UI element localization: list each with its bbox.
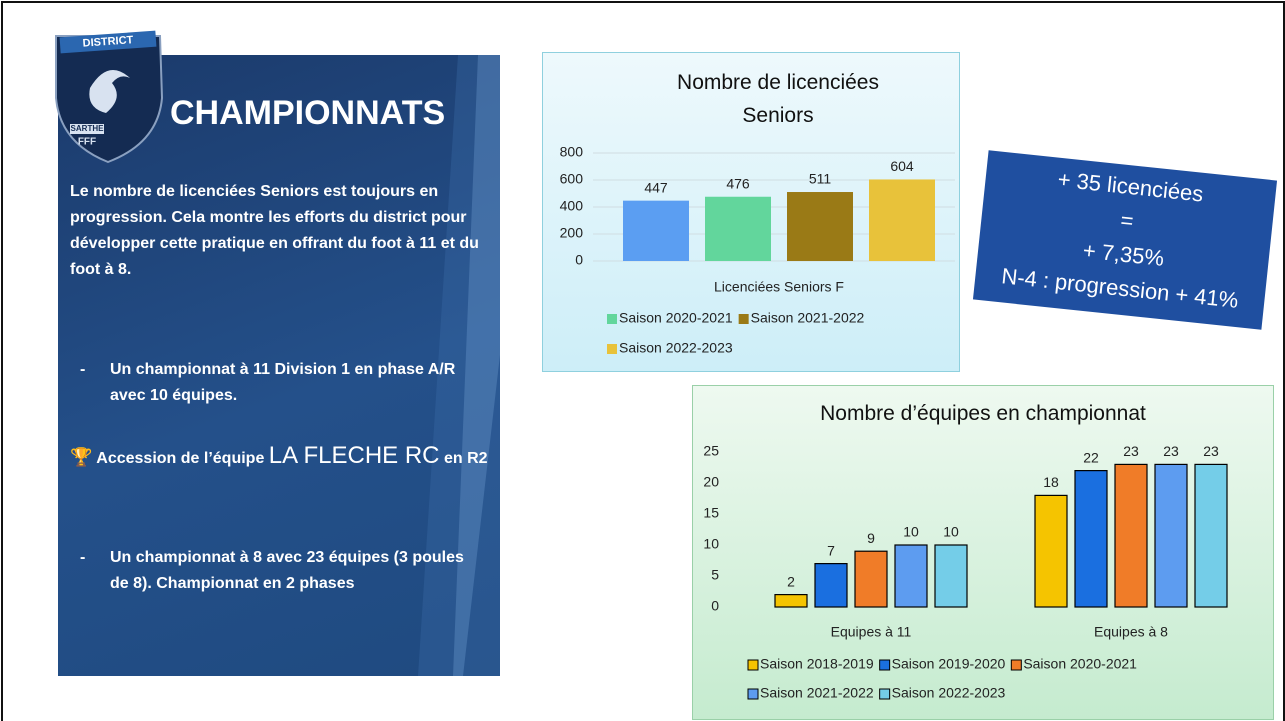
legend-item: Saison 2021-2022 — [738, 310, 865, 326]
bar — [1074, 469, 1108, 608]
y-tick-label: 600 — [560, 171, 584, 187]
logo-top: DISTRICT — [82, 34, 134, 50]
y-tick-label: 0 — [575, 252, 583, 268]
legend-item: Saison 2020-2021 — [1010, 656, 1137, 672]
data-label: 604 — [890, 158, 914, 174]
chart-2: Nombre d’équipes en championnat 0 5 10 15 20… — [692, 385, 1274, 720]
legend-item: Saison 2018-2019 — [747, 656, 874, 672]
chart-title: Nombre d’équipes en championnat — [820, 402, 1146, 425]
bar — [869, 179, 935, 261]
trophy-icon: 🏆 — [70, 447, 93, 467]
bar — [705, 196, 771, 261]
legend-label: Saison 2020-2021 — [619, 310, 733, 326]
y-tick-label: 20 — [703, 474, 719, 490]
legend-item: Saison 2021-2022 — [747, 685, 874, 701]
legend-label: Saison 2021-2022 — [751, 310, 865, 326]
intro: Le nombre de licenciées Seniors est touj… — [70, 183, 479, 278]
data-label: 476 — [726, 175, 750, 191]
data-label: 7 — [827, 542, 835, 558]
bar — [623, 200, 689, 261]
logo-middle: SARTHE — [71, 124, 105, 133]
legend-swatch — [607, 344, 617, 354]
legend-swatch — [738, 314, 749, 324]
data-label: 9 — [867, 530, 875, 546]
legend-label: Saison 2022-2023 — [892, 685, 1006, 701]
data-label: 18 — [1043, 474, 1059, 490]
bar — [854, 550, 888, 608]
data-label: 511 — [809, 171, 832, 187]
bullet-marker: - — [80, 549, 86, 566]
legend-item: Saison 2020-2021 — [607, 310, 733, 326]
bar — [1034, 494, 1068, 608]
y-tick-label: 10 — [703, 536, 719, 552]
data-label: 10 — [943, 524, 959, 540]
bar — [1154, 463, 1188, 608]
callout: + 35 licenciées=+ 7,35%N-4 : progression… — [972, 150, 1278, 330]
x-tick-label: Equipes à 11 — [831, 624, 912, 640]
legend-swatch — [1010, 659, 1022, 671]
y-tick-label: 15 — [703, 505, 719, 521]
legend-label: Saison 2020-2021 — [1023, 656, 1137, 672]
accession: 🏆 Accession de l’équipe LA FLECHE RC en … — [70, 443, 500, 472]
y-tick-label: 0 — [711, 598, 719, 614]
bar — [774, 594, 808, 608]
y-tick-label: 400 — [560, 198, 584, 214]
data-label: 10 — [903, 524, 919, 540]
left-panel: CHAMPIONNATS Le nombre de licenciées Sen… — [58, 55, 500, 676]
data-label: 23 — [1203, 443, 1219, 459]
logo-bottom: FFF — [78, 137, 96, 148]
data-label: 22 — [1083, 449, 1099, 465]
legend-swatch — [747, 659, 759, 671]
bar — [814, 563, 848, 608]
heading: CHAMPIONNATS — [170, 94, 446, 132]
bar — [934, 544, 968, 608]
bar — [894, 544, 928, 608]
bar — [1114, 463, 1148, 608]
x-tick-label: Licenciées Seniors F — [714, 279, 844, 295]
data-label: 23 — [1123, 443, 1139, 459]
legend-label: Saison 2021-2022 — [760, 685, 874, 701]
legend-label: Saison 2019-2020 — [892, 656, 1006, 672]
y-tick-label: 5 — [711, 567, 719, 583]
chart-plot: 0 5 10 15 20 25 Equipes à 11 2 7 9 10 10 Equipes à 8… — [703, 443, 1228, 701]
data-label: 2 — [787, 573, 795, 589]
bar — [787, 192, 853, 261]
legend-swatch — [879, 659, 891, 671]
chart-1: Nombre de licenciées Seniors 0 200 400 600 8… — [542, 52, 960, 372]
accession-text: Accession de l’équipe — [96, 450, 265, 467]
y-tick-label: 25 — [703, 443, 719, 459]
panel-streaks — [418, 55, 500, 676]
bullet-text: Un championnat à 8 avec 23 équipes (3 po… — [110, 549, 464, 592]
data-label: 23 — [1163, 443, 1179, 459]
chart-title: Nombre de licenciées Seniors — [677, 71, 879, 127]
bar — [1194, 463, 1228, 608]
legend-item: Saison 2019-2020 — [879, 656, 1006, 672]
y-tick-label: 200 — [560, 225, 584, 241]
legend-label: Saison 2018-2019 — [760, 656, 874, 672]
x-tick-label: Equipes à 8 — [1094, 624, 1168, 640]
logo: DISTRICT SARTHE FFF — [55, 30, 164, 164]
legend-swatch — [879, 688, 891, 700]
callout-line: = — [1119, 207, 1134, 233]
bullet-marker: - — [80, 361, 86, 378]
chart-plot: 0 200 400 600 800 Licenciées Seniors F 447 476 5… — [560, 144, 955, 356]
legend-item: Saison 2022-2023 — [607, 340, 733, 356]
accession-team: LA FLECHE RC — [268, 442, 440, 469]
legend-label: Saison 2022-2023 — [619, 340, 733, 356]
legend-swatch — [747, 688, 759, 700]
callout-box — [972, 150, 1278, 330]
accession-suffix: en R2 — [443, 450, 488, 467]
data-label: 447 — [644, 179, 668, 195]
y-tick-label: 800 — [560, 144, 584, 160]
legend-swatch — [607, 314, 617, 324]
legend-item: Saison 2022-2023 — [879, 685, 1006, 701]
bullet-text: Un championnat à 11 Division 1 en phase … — [110, 361, 456, 404]
